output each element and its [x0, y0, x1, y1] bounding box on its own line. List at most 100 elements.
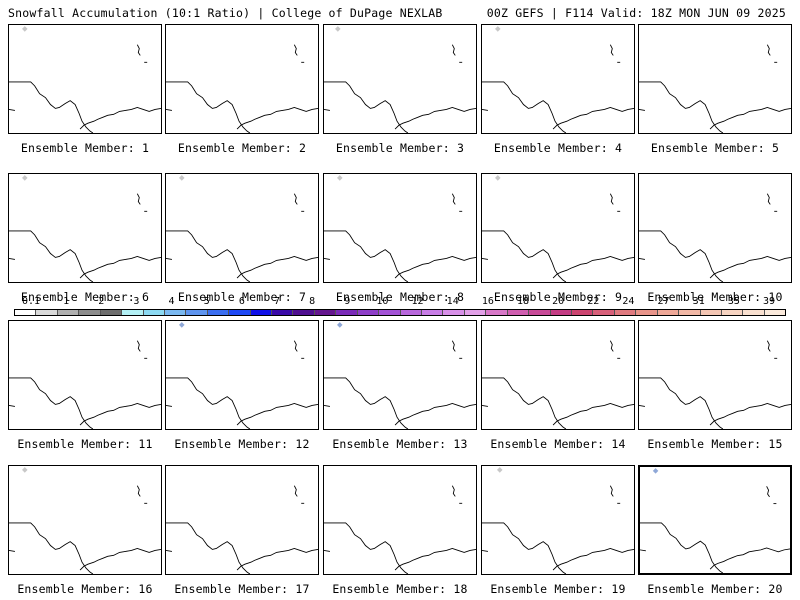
island-outline	[451, 193, 456, 205]
ensemble-member-map-19[interactable]	[481, 465, 635, 575]
colorbar-swatch	[550, 310, 572, 315]
ensemble-member-map-8[interactable]	[323, 173, 477, 283]
colorbar-swatch	[36, 310, 58, 315]
colorbar-swatch	[57, 310, 80, 315]
coastline	[394, 403, 476, 426]
colorbar-swatch	[614, 310, 637, 315]
ensemble-member-map-9[interactable]	[481, 173, 635, 283]
coastline	[639, 230, 724, 282]
ensemble-member-map-7[interactable]	[165, 173, 319, 283]
island-outline	[293, 340, 298, 352]
coastline	[482, 258, 488, 260]
coastline	[639, 377, 724, 429]
snowfall-speck	[22, 26, 28, 32]
island-outline	[609, 44, 614, 56]
coastline	[9, 405, 15, 407]
ensemble-member-map-6[interactable]	[8, 173, 162, 283]
coastline	[236, 256, 318, 279]
coastline	[324, 230, 409, 282]
colorbar-tick-label: 8	[309, 296, 316, 307]
coastline	[166, 81, 251, 133]
snowfall-colorbar	[14, 309, 786, 316]
island-outline	[766, 44, 771, 56]
colorbar-swatch	[400, 310, 423, 315]
ensemble-member-map-10[interactable]	[638, 173, 792, 283]
coastline	[394, 107, 476, 130]
ensemble-member-label: Ensemble Member: 13	[332, 437, 468, 451]
coastline	[324, 109, 330, 111]
ensemble-member-map-4[interactable]	[481, 24, 635, 134]
snowfall-speck	[495, 26, 501, 32]
colorbar-swatch	[721, 310, 744, 315]
snowfall-speck	[337, 322, 343, 328]
colorbar-tick-label: 24	[622, 296, 635, 307]
ensemble-member-map-5[interactable]	[638, 24, 792, 134]
ensemble-member-map-2[interactable]	[165, 24, 319, 134]
ensemble-member-map-18[interactable]	[323, 465, 477, 575]
island-outline	[766, 486, 770, 498]
colorbar-swatch	[143, 310, 165, 315]
colorbar-tick-labels: 0.1 1 2 3 4 5 6 7 8 9 10 12 14 16 18 20 22 24 27 31 35 39	[14, 296, 786, 308]
coastline	[394, 256, 476, 279]
coastline	[9, 377, 94, 429]
coastline	[79, 107, 161, 130]
coastline	[324, 550, 330, 552]
colorbar-swatch	[636, 310, 658, 315]
ensemble-member-map-12[interactable]	[165, 320, 319, 430]
island-outline	[293, 485, 298, 497]
ensemble-member-label: Ensemble Member: 9	[493, 290, 623, 304]
colorbar-swatch	[571, 310, 594, 315]
gulf-coast-outline	[324, 26, 476, 133]
ensemble-member-map-16[interactable]	[8, 465, 162, 575]
colorbar-tick-label: 3	[133, 296, 140, 307]
colorbar-swatch	[657, 310, 680, 315]
ensemble-member-label: Ensemble Member: 6	[20, 290, 150, 304]
colorbar-swatch	[743, 310, 765, 315]
ensemble-member-map-1[interactable]	[8, 24, 162, 134]
colorbar-swatch	[486, 310, 508, 315]
island-outline	[451, 485, 456, 497]
ensemble-member-map-15[interactable]	[638, 320, 792, 430]
gulf-coast-outline	[9, 26, 161, 133]
coastline	[709, 107, 791, 130]
coastline	[482, 81, 567, 133]
coastline	[639, 405, 645, 407]
colorbar-tick-label: 18	[516, 296, 530, 307]
colorbar-swatch	[100, 310, 123, 315]
colorbar-swatch	[79, 310, 101, 315]
coastline	[79, 403, 161, 426]
snowfall-speck	[337, 175, 343, 181]
colorbar-swatch	[293, 310, 315, 315]
gulf-coast-outline	[640, 468, 790, 573]
colorbar-tick-label: 31	[692, 296, 705, 307]
coastline	[9, 109, 15, 111]
colorbar-swatch	[164, 310, 187, 315]
colorbar-swatch	[336, 310, 358, 315]
ensemble-member-label: Ensemble Member: 2	[177, 141, 307, 155]
ensemble-member-map-20[interactable]	[638, 465, 792, 575]
island-outline	[293, 193, 298, 205]
island-outline	[609, 340, 614, 352]
colorbar-tick-label: 1	[63, 296, 70, 307]
ensemble-member-label: Ensemble Member: 18	[332, 582, 468, 596]
gulf-coast-outline	[166, 44, 318, 133]
coastline	[482, 522, 567, 574]
colorbar-tick-label: 10	[376, 296, 389, 307]
snowfall-speck	[652, 468, 659, 474]
colorbar-swatch	[186, 310, 208, 315]
gulf-coast-outline	[482, 175, 634, 282]
ensemble-member-map-3[interactable]	[323, 24, 477, 134]
ensemble-member-map-11[interactable]	[8, 320, 162, 430]
coastline	[552, 403, 634, 426]
colorbar-tick-label: 2	[98, 296, 105, 307]
ensemble-member-label: Ensemble Member: 14	[490, 437, 626, 451]
ensemble-member-map-17[interactable]	[165, 465, 319, 575]
ensemble-member-label: Ensemble Member: 10	[647, 290, 783, 304]
ensemble-member-map-14[interactable]	[481, 320, 635, 430]
ensemble-member-map-13[interactable]	[323, 320, 477, 430]
gulf-coast-outline	[9, 467, 161, 574]
coastline	[639, 109, 645, 111]
ensemble-member-label: Ensemble Member: 17	[174, 582, 310, 596]
colorbar-swatch	[15, 310, 37, 315]
ensemble-member-label: Ensemble Member: 4	[493, 141, 623, 155]
